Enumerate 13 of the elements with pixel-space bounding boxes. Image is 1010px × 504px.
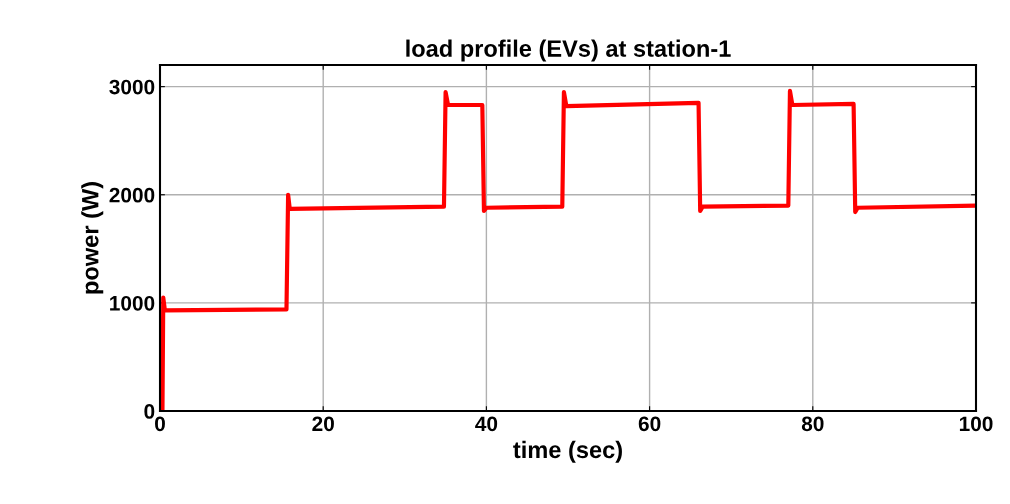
y-tick-label: 3000 xyxy=(109,79,155,95)
x-tick-label: 40 xyxy=(475,416,498,432)
x-tick-label: 100 xyxy=(959,416,993,432)
x-tick-label: 0 xyxy=(155,416,165,432)
y-axis-title: power (W) xyxy=(81,182,104,294)
x-tick-label: 20 xyxy=(312,416,334,432)
y-tick-label: 2000 xyxy=(109,187,155,203)
x-tick-label: 80 xyxy=(801,416,824,432)
x-tick-label: 60 xyxy=(638,416,661,432)
y-tick-label: 1000 xyxy=(110,295,155,311)
x-axis-title: time (sec) xyxy=(513,440,622,463)
chart-title: load profile (EVs) at station-1 xyxy=(406,39,731,62)
y-tick-label: 0 xyxy=(144,404,155,419)
